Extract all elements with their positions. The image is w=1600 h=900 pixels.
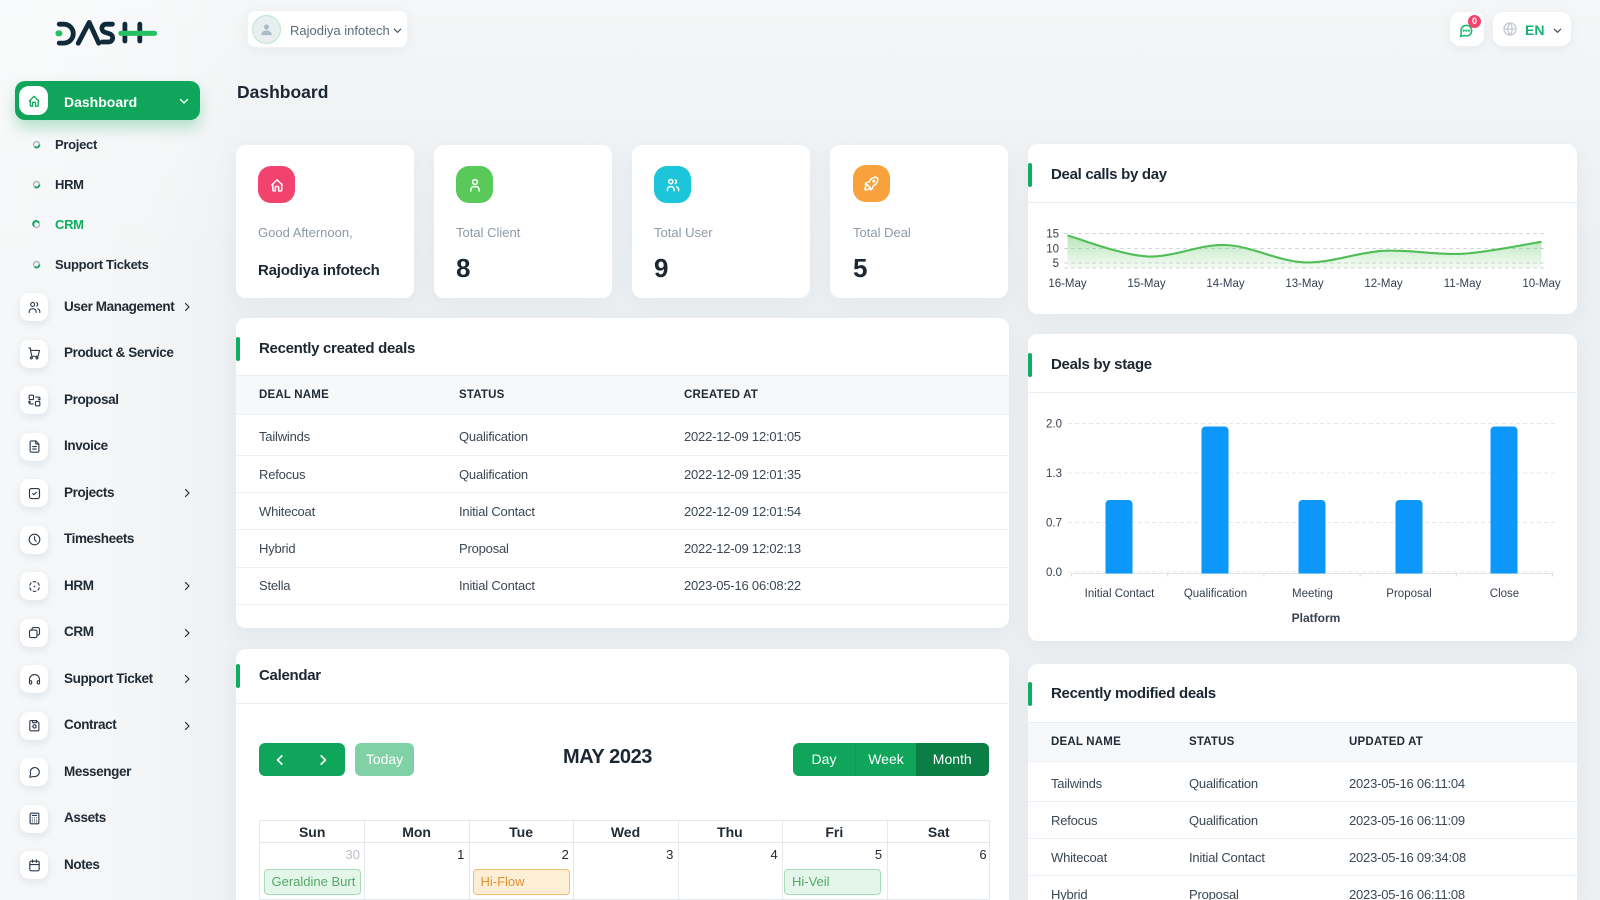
svg-text:0.7: 0.7 <box>1046 518 1062 530</box>
svg-text:Proposal: Proposal <box>1386 588 1431 600</box>
svg-text:Close: Close <box>1490 588 1519 600</box>
svg-text:Meeting: Meeting <box>1292 588 1333 600</box>
svg-text:13-May: 13-May <box>1285 278 1324 290</box>
svg-text:5: 5 <box>1053 258 1059 270</box>
svg-text:14-May: 14-May <box>1206 278 1245 290</box>
svg-text:Initial Contact: Initial Contact <box>1085 588 1155 600</box>
svg-text:1.3: 1.3 <box>1046 468 1062 480</box>
svg-text:0.0: 0.0 <box>1046 567 1062 579</box>
svg-text:10-May: 10-May <box>1522 278 1561 290</box>
svg-text:16-May: 16-May <box>1048 278 1087 290</box>
svg-text:12-May: 12-May <box>1364 278 1403 290</box>
svg-text:Platform: Platform <box>1292 611 1341 625</box>
svg-text:10: 10 <box>1046 244 1059 256</box>
svg-text:11-May: 11-May <box>1444 278 1482 290</box>
svg-text:15: 15 <box>1046 229 1059 241</box>
svg-text:Qualification: Qualification <box>1184 588 1247 600</box>
svg-text:15-May: 15-May <box>1127 278 1166 290</box>
svg-text:2.0: 2.0 <box>1046 419 1062 431</box>
